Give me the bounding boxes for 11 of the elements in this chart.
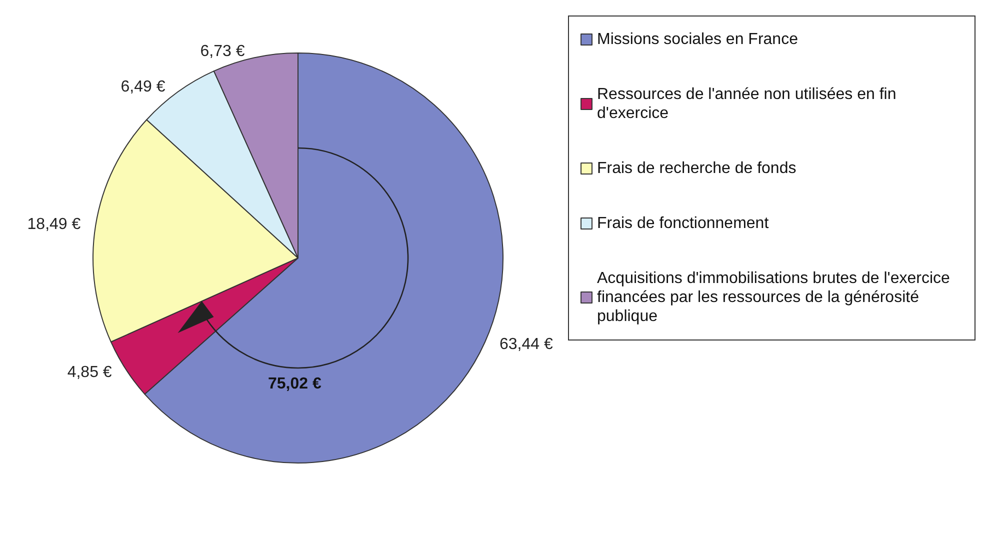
data-label: 63,44 € — [499, 336, 553, 353]
legend-label: Missions sociales en France — [597, 31, 798, 48]
legend-label: Acquisitions d'immobilisations brutes de l'exercice financées par les ressources de la générosité publique — [597, 270, 954, 325]
legend-label: Ressources de l'année non utilisées en fin d'exercice — [597, 86, 901, 122]
legend-label: Frais de fonctionnement — [597, 215, 770, 232]
text: 75,02 € — [268, 376, 322, 392]
legend-label: Frais de recherche de fonds — [597, 160, 796, 177]
data-label: 4,85 € — [67, 364, 112, 382]
data-label: 18,49 € — [27, 216, 81, 234]
data-label: 6,49 € — [120, 78, 166, 96]
data-label: 6,73 € — [200, 43, 245, 60]
